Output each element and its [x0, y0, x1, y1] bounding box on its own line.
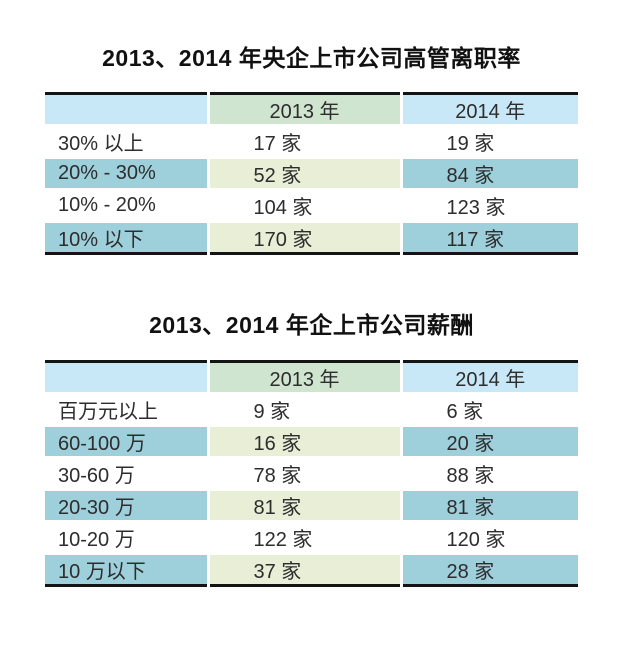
departure-rate-table: 2013 年 2014 年 30% 以上 17 家 19 家 20% - 30%… — [45, 92, 578, 255]
row-label: 10-20 万 — [45, 520, 208, 554]
salary-title: 2013、2014 年企上市公司薪酬 — [149, 312, 474, 338]
table-row: 30% 以上 17 家 19 家 — [45, 124, 578, 158]
value-2013: 81 家 — [206, 488, 401, 522]
row-label: 10% 以下 — [45, 220, 208, 254]
row-label: 20% - 30% — [45, 156, 208, 190]
value-2014: 20 家 — [399, 424, 578, 458]
value-2013: 122 家 — [206, 520, 401, 554]
table-row: 30-60 万 78 家 88 家 — [45, 456, 578, 490]
value-2014: 19 家 — [399, 124, 578, 158]
figure-departure-rate: 2013、2014 年央企上市公司高管离职率 2013 年 2014 年 30%… — [45, 44, 578, 255]
value-2014: 84 家 — [399, 156, 578, 190]
value-2013: 104 家 — [206, 188, 401, 222]
value-2014: 28 家 — [399, 552, 578, 586]
departure-rate-title: 2013、2014 年央企上市公司高管离职率 — [102, 45, 521, 71]
infographic-page: 2013、2014 年央企上市公司高管离职率 2013 年 2014 年 30%… — [0, 44, 578, 587]
header-blank-cell — [45, 93, 208, 126]
table-row: 百万元以上 9 家 6 家 — [45, 392, 578, 426]
value-2013: 170 家 — [206, 220, 401, 254]
table-header-row: 2013 年 2014 年 — [45, 93, 578, 126]
table-row: 10% - 20% 104 家 123 家 — [45, 188, 578, 222]
row-label: 30-60 万 — [45, 456, 208, 490]
value-2014: 117 家 — [399, 220, 578, 254]
value-2014: 88 家 — [399, 456, 578, 490]
row-label: 10 万以下 — [45, 552, 208, 586]
table-row: 60-100 万 16 家 20 家 — [45, 424, 578, 458]
row-label: 30% 以上 — [45, 124, 208, 158]
value-2013: 16 家 — [206, 424, 401, 458]
header-2013: 2013 年 — [206, 93, 401, 126]
row-label: 60-100 万 — [45, 424, 208, 458]
table-header-row: 2013 年 2014 年 — [45, 361, 578, 394]
table-row: 10 万以下 37 家 28 家 — [45, 552, 578, 586]
row-label: 10% - 20% — [45, 188, 208, 222]
value-2014: 81 家 — [399, 488, 578, 522]
table-row: 10% 以下 170 家 117 家 — [45, 220, 578, 254]
header-2013: 2013 年 — [206, 361, 401, 394]
table-row: 20% - 30% 52 家 84 家 — [45, 156, 578, 190]
value-2013: 17 家 — [206, 124, 401, 158]
table-row: 10-20 万 122 家 120 家 — [45, 520, 578, 554]
figure-salary: 2013、2014 年企上市公司薪酬 2013 年 2014 年 百万元以上 9… — [45, 311, 578, 587]
table-row: 20-30 万 81 家 81 家 — [45, 488, 578, 522]
value-2014: 120 家 — [399, 520, 578, 554]
header-2014: 2014 年 — [399, 361, 578, 394]
value-2014: 6 家 — [399, 392, 578, 426]
value-2013: 52 家 — [206, 156, 401, 190]
value-2014: 123 家 — [399, 188, 578, 222]
value-2013: 78 家 — [206, 456, 401, 490]
value-2013: 9 家 — [206, 392, 401, 426]
value-2013: 37 家 — [206, 552, 401, 586]
header-blank-cell — [45, 361, 208, 394]
row-label: 百万元以上 — [45, 392, 208, 426]
row-label: 20-30 万 — [45, 488, 208, 522]
header-2014: 2014 年 — [399, 93, 578, 126]
salary-table: 2013 年 2014 年 百万元以上 9 家 6 家 60-100 万 16 … — [45, 360, 578, 587]
